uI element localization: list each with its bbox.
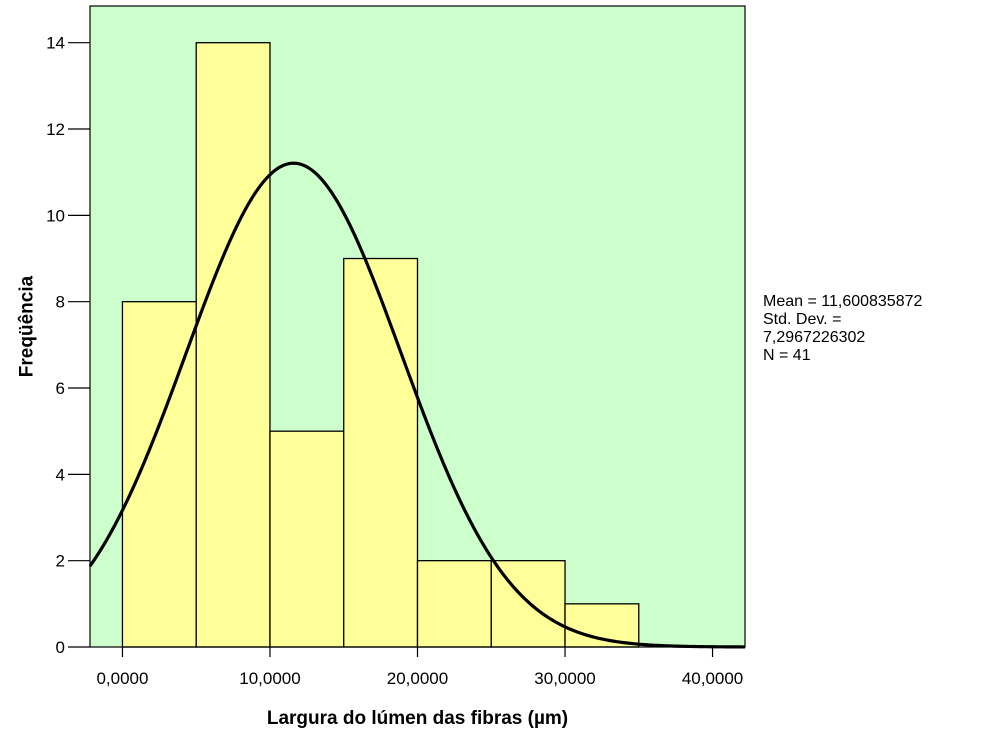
y-tick-label: 0 — [56, 638, 65, 657]
histogram-bar — [195, 42, 271, 648]
y-tick-label: 14 — [46, 34, 65, 53]
y-tick-label: 6 — [56, 379, 65, 398]
stats-n: N = 41 — [763, 347, 811, 364]
x-tick-label: 0,0000 — [96, 669, 148, 688]
x-tick-label: 20,0000 — [387, 669, 448, 688]
x-tick-label: 10,0000 — [239, 669, 300, 688]
stats-std-label: Std. Dev. = — [763, 311, 842, 328]
x-tick-label: 40,0000 — [682, 669, 743, 688]
y-tick-label: 8 — [56, 293, 65, 312]
histogram-bar — [269, 430, 345, 648]
y-tick-label: 2 — [56, 552, 65, 571]
histogram-bar — [416, 560, 492, 648]
y-axis-title: Freqüência — [17, 275, 38, 377]
y-tick-label: 12 — [46, 120, 65, 139]
x-axis-title: Largura do lúmen das fibras (µm) — [267, 708, 568, 729]
stats-mean: Mean = 11,600835872 — [763, 293, 923, 310]
statistics-box: Mean = 11,600835872 Std. Dev. = 7,296722… — [763, 293, 978, 365]
y-axis: 0 2 4 6 8 10 12 14 — [46, 34, 90, 657]
y-tick-label: 4 — [56, 465, 65, 484]
y-tick-label: 10 — [46, 206, 65, 225]
normal-curve — [88, 161, 746, 649]
x-axis: 0,0000 10,0000 20,0000 30,0000 40,0000 — [96, 647, 743, 688]
histogram-bar — [343, 257, 419, 648]
stats-std-value: 7,2967226302 — [763, 329, 866, 346]
x-tick-label: 30,0000 — [534, 669, 595, 688]
